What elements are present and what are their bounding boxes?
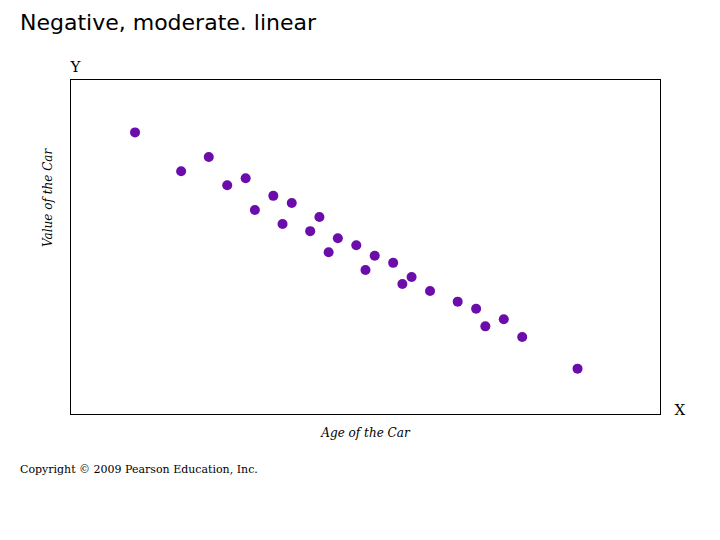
svg-text:X: X: [675, 401, 686, 419]
svg-text:Value of the Car: Value of the Car: [41, 148, 55, 247]
html-text:Negative, moderate. linear: Negative, moderate. linear: [20, 10, 316, 35]
html-text:Copyright © 2009 Pearson Educa: Copyright © 2009 Pearson Education, Inc.: [20, 463, 258, 476]
svg-text:Y: Y: [70, 58, 82, 76]
svg-text:Age of the Car: Age of the Car: [320, 426, 411, 440]
